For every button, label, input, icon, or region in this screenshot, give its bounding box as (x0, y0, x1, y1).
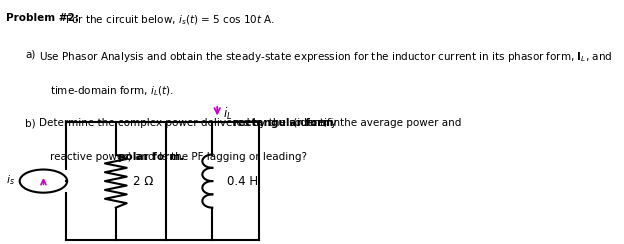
Text: For the circuit below, $i_s(t)$ = 5 cos 10$t$ A.: For the circuit below, $i_s(t)$ = 5 cos … (62, 13, 275, 27)
Text: reactive power) and: reactive power) and (50, 152, 158, 162)
Text: 0.4 H: 0.4 H (227, 175, 258, 188)
Text: rectangular form: rectangular form (233, 118, 333, 128)
Text: $i_L$: $i_L$ (223, 106, 233, 122)
Text: Use Phasor Analysis and obtain the steady-state expression for the inductor curr: Use Phasor Analysis and obtain the stead… (39, 50, 613, 64)
Text: 2 Ω: 2 Ω (133, 175, 153, 188)
Text: $i_s$: $i_s$ (6, 173, 15, 187)
Text: a): a) (25, 50, 36, 60)
Text: time-domain form, $i_L(t)$.: time-domain form, $i_L(t)$. (50, 85, 174, 98)
Text: Is the PF lagging or leading?: Is the PF lagging or leading? (156, 152, 307, 162)
Text: Problem #2:: Problem #2: (6, 13, 79, 23)
Text: Determine the complex power delivered by the source, in: Determine the complex power delivered by… (39, 118, 343, 128)
Text: b): b) (25, 118, 36, 128)
Text: (identify the average power and: (identify the average power and (290, 118, 461, 128)
Text: polar form.: polar form. (118, 152, 184, 162)
